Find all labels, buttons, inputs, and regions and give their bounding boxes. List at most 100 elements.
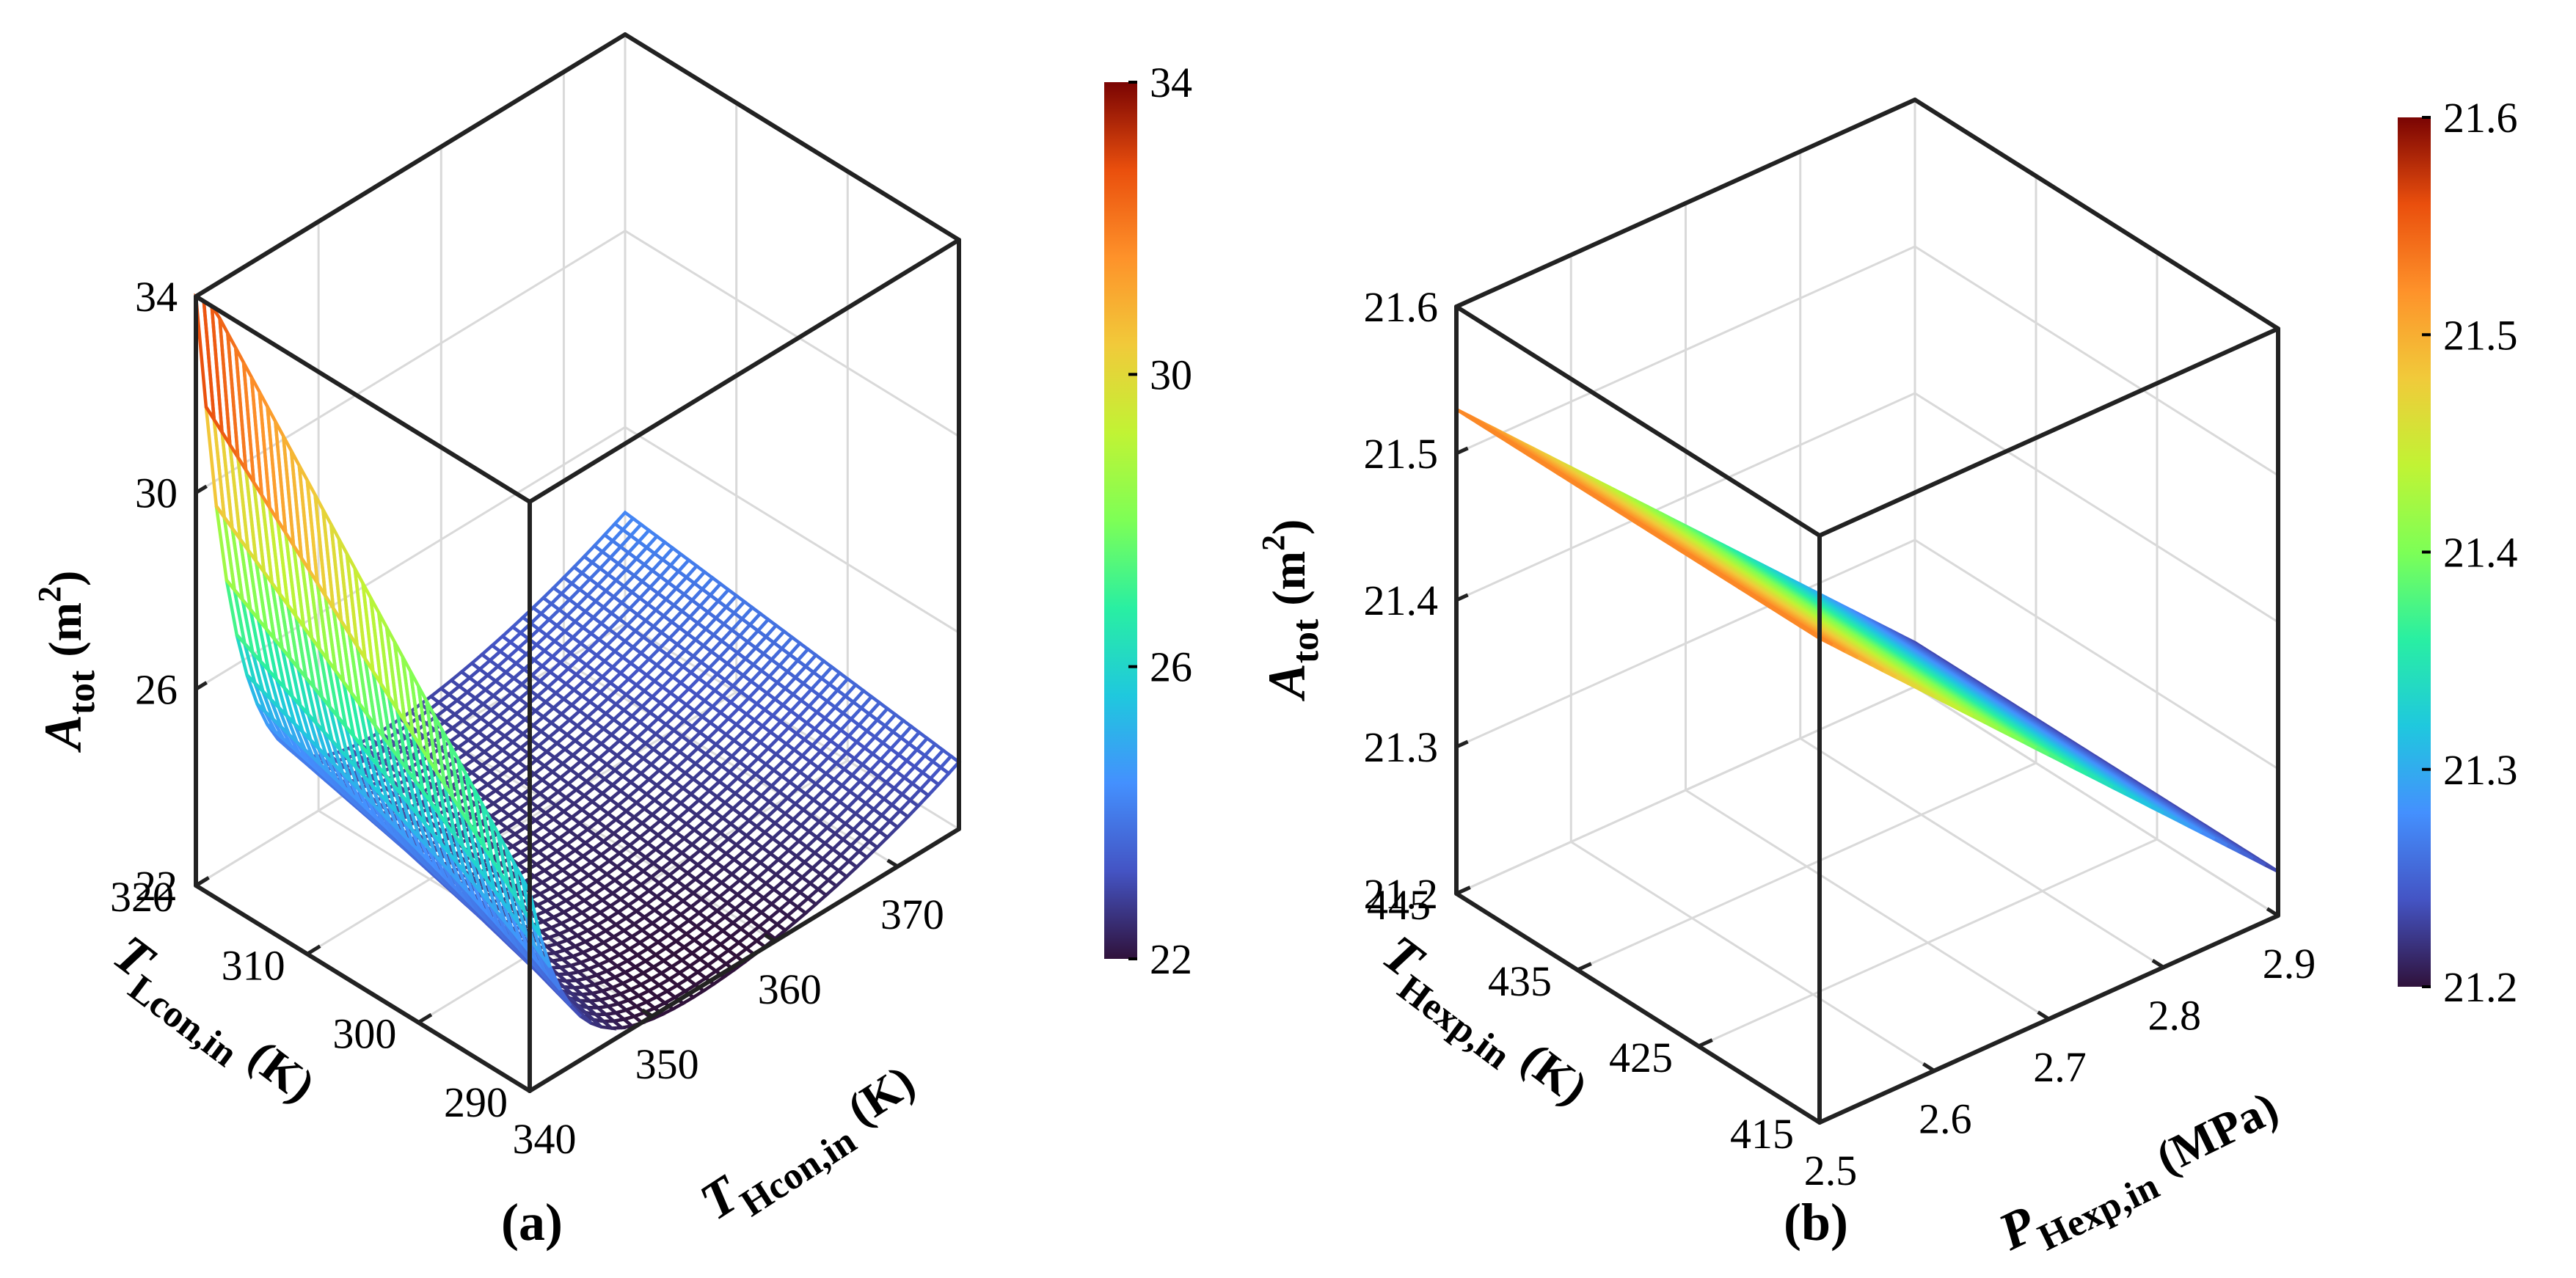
x-tick-label: 370 <box>880 891 944 938</box>
box-edge <box>1454 891 1822 1125</box>
panel-label-a: (a) <box>501 1193 563 1252</box>
chart-panel-b: 2.52.62.72.82.941542543544521.221.321.42… <box>1255 94 2518 1274</box>
y-tick-mark <box>1697 1038 1713 1048</box>
gridline <box>1914 538 2279 770</box>
colorbar-tick-label: 21.2 <box>2443 963 2518 1011</box>
y-tick-mark <box>1818 1114 1834 1125</box>
x-tick-mark <box>1807 1114 1821 1125</box>
x-tick-label: 340 <box>513 1115 577 1163</box>
gridline <box>1914 245 2279 477</box>
gridline <box>563 660 899 868</box>
gridline <box>1685 789 2050 1020</box>
z-tick-mark <box>194 681 208 691</box>
gridline <box>195 230 626 494</box>
x-tick-mark <box>764 933 776 943</box>
x-axis-label-a: THcon,in(K) <box>690 1051 931 1242</box>
y-tick-mark <box>528 1081 544 1093</box>
box-edge <box>1817 326 2280 538</box>
x-tick-label: 2.6 <box>1919 1095 1972 1143</box>
x-tick-mark <box>886 858 899 869</box>
gridline <box>1799 737 2164 968</box>
gridline <box>1914 685 2279 917</box>
colorbar-tick-label: 21.3 <box>2443 746 2518 794</box>
gridline <box>1914 392 2279 624</box>
surface-mesh-a <box>194 293 962 1031</box>
z-tick-label: 21.5 <box>1364 430 1439 478</box>
box-edge <box>194 32 627 299</box>
x-tick-label: 2.8 <box>2148 992 2202 1040</box>
colorbar-tick-label: 22 <box>1150 935 1192 983</box>
box-edge <box>528 238 961 504</box>
y-tick-mark <box>417 1012 433 1024</box>
x-tick-mark <box>2151 959 2165 969</box>
colorbar-gradient-a <box>1104 82 1137 959</box>
colorbar-tick-label: 21.4 <box>2443 529 2518 577</box>
z-tick-mark <box>194 484 208 494</box>
x-tick-mark <box>2266 907 2280 918</box>
gridline <box>624 230 960 437</box>
y-tick-label: 290 <box>444 1078 508 1126</box>
colorbar-tick-label: 30 <box>1150 351 1192 398</box>
y-tick-label: 310 <box>222 941 285 989</box>
z-tick-label: 21.2 <box>1364 870 1439 918</box>
x-tick-label: 2.5 <box>1804 1147 1858 1194</box>
z-tick-mark <box>194 877 208 888</box>
x-axis-label-b: PHexp,in(MPa) <box>1989 1076 2292 1274</box>
colorbar-tick-label: 21.6 <box>2443 94 2518 142</box>
x-tick-mark <box>519 1083 531 1093</box>
gridline <box>1456 685 1916 895</box>
x-tick-label: 2.9 <box>2263 940 2316 987</box>
x-tick-mark <box>641 1008 654 1018</box>
z-tick-label: 34 <box>135 273 178 321</box>
z-tick-mark <box>1455 740 1469 749</box>
box-edge <box>1454 98 1917 309</box>
z-axis-label-a: Atot(m2) <box>32 571 103 753</box>
axis-box-b <box>1454 98 2280 1125</box>
gridline <box>195 426 626 690</box>
x-tick-label: 2.7 <box>2033 1043 2087 1091</box>
box-edge <box>528 827 961 1093</box>
z-tick-mark <box>1455 886 1469 896</box>
surface-mesh-b <box>1455 407 2280 874</box>
gridline <box>1456 392 1916 602</box>
z-tick-mark <box>194 288 208 299</box>
z-tick-label: 21.6 <box>1364 283 1439 331</box>
x-tick-mark <box>2037 1010 2050 1021</box>
z-tick-mark <box>1455 593 1469 602</box>
x-tick-label: 360 <box>758 965 822 1013</box>
box-edge <box>623 32 961 242</box>
z-axis-label-b: Atot(m2) <box>1255 519 1327 702</box>
panel-label-b: (b) <box>1784 1193 1848 1252</box>
box-edge <box>1454 304 1822 538</box>
y-tick-label: 415 <box>1730 1110 1794 1158</box>
z-tick-label: 22 <box>135 862 178 910</box>
box-edge <box>194 294 532 504</box>
z-tick-label: 21.4 <box>1364 577 1439 624</box>
gridline <box>1577 762 2037 971</box>
colorbar-a: 22 26 30 34 <box>1104 59 1192 983</box>
gridline <box>1570 841 1935 1072</box>
y-tick-label: 320 <box>110 873 174 921</box>
gridline <box>624 426 960 634</box>
colorbar-tick-label: 34 <box>1150 59 1192 106</box>
gridline <box>1456 538 1916 748</box>
y-tick-mark <box>306 944 321 956</box>
x-tick-label: 350 <box>635 1040 699 1088</box>
gridline <box>1456 245 1916 455</box>
z-tick-label: 30 <box>135 470 178 517</box>
z-tick-label: 21.3 <box>1364 723 1439 771</box>
gridline <box>1698 838 2158 1048</box>
axis-box-a <box>194 32 961 1093</box>
box-edge <box>194 883 532 1093</box>
z-tick-mark <box>1455 299 1469 309</box>
box-edge <box>1913 98 2280 331</box>
y-tick-label: 445 <box>1367 881 1431 929</box>
y-tick-mark <box>1576 962 1592 972</box>
colorbar-tick-label: 21.5 <box>2443 311 2518 359</box>
z-tick-mark <box>1455 446 1469 456</box>
x-tick-mark <box>1922 1062 1935 1073</box>
